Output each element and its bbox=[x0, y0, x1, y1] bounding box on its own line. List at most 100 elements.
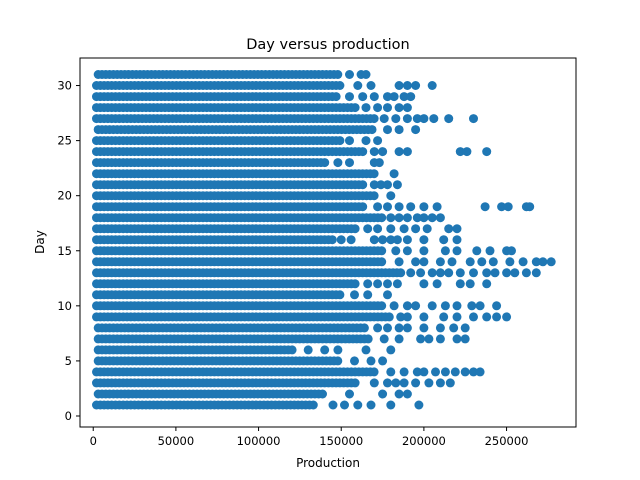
data-point bbox=[411, 257, 421, 267]
data-point bbox=[363, 279, 373, 289]
data-point bbox=[320, 345, 330, 355]
data-point bbox=[369, 180, 379, 190]
data-point bbox=[373, 202, 383, 212]
data-point bbox=[308, 400, 318, 410]
data-point bbox=[358, 180, 368, 190]
data-point bbox=[340, 400, 349, 410]
data-point bbox=[345, 92, 354, 102]
data-point bbox=[507, 246, 516, 256]
data-point bbox=[419, 323, 429, 333]
data-point bbox=[350, 279, 360, 289]
data-point bbox=[411, 224, 421, 234]
data-point bbox=[419, 257, 429, 267]
data-point bbox=[361, 345, 371, 355]
data-point bbox=[399, 378, 409, 388]
data-point bbox=[485, 246, 495, 256]
data-point bbox=[386, 367, 396, 377]
data-point bbox=[386, 213, 396, 223]
data-point bbox=[452, 235, 462, 245]
data-point bbox=[353, 81, 363, 90]
data-point bbox=[361, 136, 371, 146]
data-point bbox=[467, 301, 477, 311]
data-point bbox=[379, 114, 389, 124]
data-point bbox=[389, 301, 399, 311]
data-point bbox=[402, 81, 412, 90]
data-point bbox=[411, 301, 421, 311]
data-point bbox=[510, 268, 520, 278]
data-point bbox=[432, 279, 442, 289]
data-point bbox=[386, 235, 396, 245]
data-point bbox=[427, 213, 437, 223]
data-point bbox=[431, 367, 440, 377]
y-tick-label: 25 bbox=[57, 134, 72, 148]
data-point bbox=[429, 114, 439, 124]
data-point bbox=[369, 191, 379, 201]
data-point bbox=[386, 191, 396, 201]
data-point bbox=[333, 345, 343, 355]
data-point bbox=[376, 180, 386, 190]
data-point bbox=[492, 301, 502, 311]
data-point bbox=[419, 312, 429, 322]
data-point bbox=[369, 235, 379, 245]
x-tick-label: 200000 bbox=[402, 434, 446, 448]
data-point bbox=[452, 224, 462, 234]
data-point bbox=[482, 312, 492, 322]
y-axis-ticks: 0 5 10 15 20 25 30 bbox=[57, 79, 80, 423]
data-point bbox=[335, 290, 345, 300]
data-point bbox=[345, 389, 354, 399]
data-point bbox=[383, 92, 392, 102]
x-axis-label: Production bbox=[296, 456, 360, 470]
data-point bbox=[419, 367, 429, 377]
data-point bbox=[435, 268, 445, 278]
data-point bbox=[383, 125, 392, 135]
data-point bbox=[392, 279, 402, 289]
data-point bbox=[475, 367, 485, 377]
data-point bbox=[402, 246, 412, 256]
data-point bbox=[521, 268, 531, 278]
data-point bbox=[525, 202, 535, 212]
data-point bbox=[327, 235, 337, 245]
data-point bbox=[427, 81, 437, 90]
data-point bbox=[383, 202, 392, 212]
data-point bbox=[406, 268, 416, 278]
data-point bbox=[369, 378, 379, 388]
data-point bbox=[358, 92, 368, 102]
data-point bbox=[333, 356, 343, 366]
data-point bbox=[472, 246, 482, 256]
data-point bbox=[358, 202, 368, 212]
data-point bbox=[377, 301, 387, 311]
data-point bbox=[369, 92, 379, 102]
data-point bbox=[424, 334, 434, 344]
data-point bbox=[455, 147, 465, 157]
data-point bbox=[460, 367, 470, 377]
data-point bbox=[333, 158, 343, 168]
data-point bbox=[363, 290, 373, 300]
data-point bbox=[361, 103, 371, 113]
data-point bbox=[414, 400, 424, 410]
data-point bbox=[402, 301, 412, 311]
data-point bbox=[444, 224, 454, 234]
data-point bbox=[394, 103, 404, 113]
data-point bbox=[373, 279, 383, 289]
data-point bbox=[538, 257, 548, 267]
data-point bbox=[482, 147, 492, 157]
data-point bbox=[350, 103, 360, 113]
data-point bbox=[546, 257, 556, 267]
data-point bbox=[452, 246, 462, 256]
data-point bbox=[369, 367, 379, 377]
data-point bbox=[369, 147, 379, 157]
data-point bbox=[369, 169, 379, 179]
data-point bbox=[482, 279, 492, 289]
data-point bbox=[318, 389, 327, 399]
x-tick-label: 100000 bbox=[237, 434, 281, 448]
x-tick-label: 50000 bbox=[158, 434, 195, 448]
data-point bbox=[350, 224, 360, 234]
data-point bbox=[439, 312, 449, 322]
data-point bbox=[402, 114, 412, 124]
data-point bbox=[378, 235, 388, 245]
data-point bbox=[373, 224, 383, 234]
data-point bbox=[389, 169, 399, 179]
data-point bbox=[419, 213, 429, 223]
data-point bbox=[469, 312, 478, 322]
